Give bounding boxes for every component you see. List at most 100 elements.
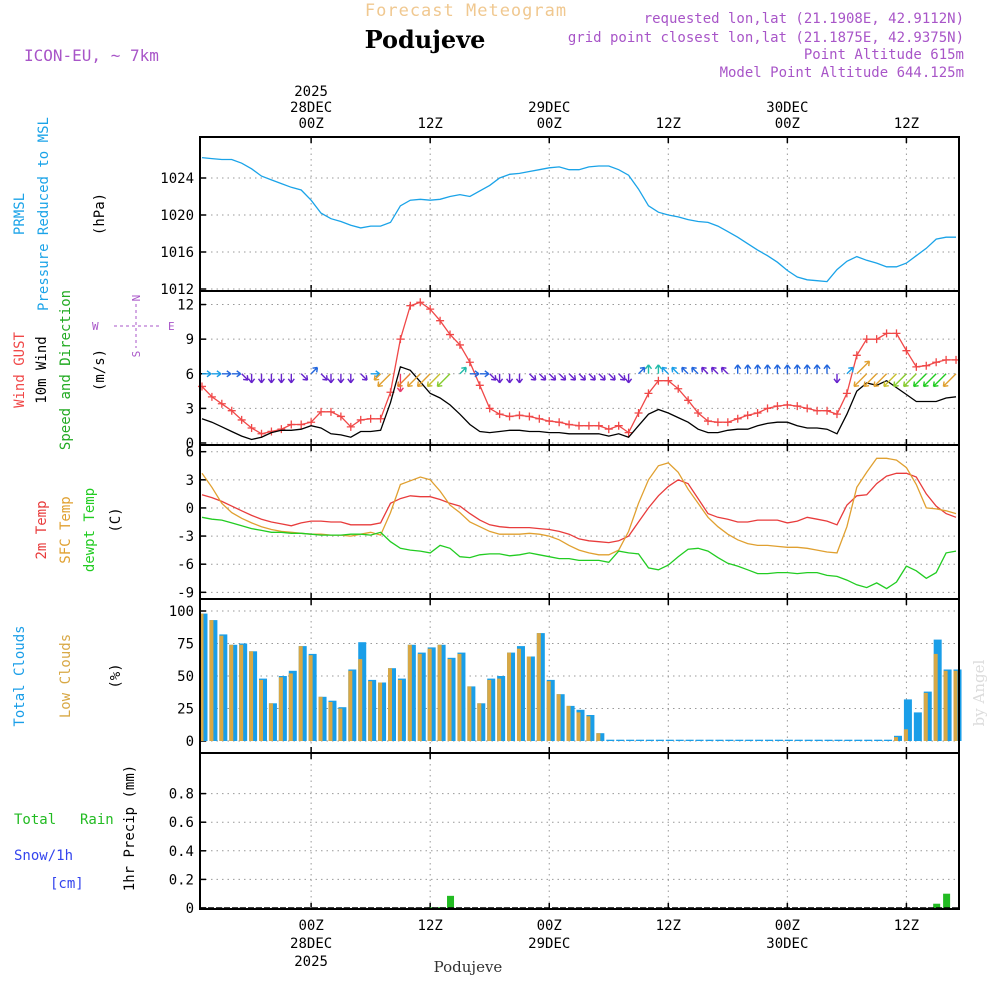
gust-marker [465, 358, 474, 367]
gust-marker [684, 396, 693, 405]
wind-direction-arrow [287, 373, 295, 384]
gust-marker [713, 418, 722, 427]
rain-bar [427, 907, 435, 909]
low-cloud-bar [368, 681, 373, 741]
gust-marker [823, 406, 832, 415]
low-cloud-bar [209, 620, 214, 741]
wind-direction-arrow [734, 364, 742, 374]
precip-panel: 0 0.2 0.4 0.6 0.8 Total Rain Snow/1h [cm] 1h… [14, 752, 960, 917]
wind-unit: (m/s) [92, 349, 108, 391]
total-cloud-bar [655, 739, 664, 741]
gust-marker [654, 376, 663, 385]
wind-direction-arrow [598, 373, 606, 381]
wind-10m-label: 10m Wind [34, 336, 50, 403]
rain-bar [933, 903, 941, 908]
total-cloud-bar [665, 739, 674, 741]
gust-marker [535, 414, 544, 423]
clouds-panel: 0 25 50 75 100 Total Clouds Low Clouds (%) b… [12, 598, 988, 754]
total-cloud-bar [903, 699, 912, 741]
gust-marker [307, 418, 316, 427]
total-cloud-bar [913, 712, 922, 741]
bottom-time-label: 28DEC [290, 936, 332, 952]
low-cloud-bar [487, 679, 492, 741]
total-cloud-bar [864, 739, 873, 741]
gust-marker [336, 412, 345, 421]
bottom-time-label: 29DEC [528, 936, 570, 952]
wind-direction-arrow [327, 373, 335, 384]
bottom-time-label: 12Z [418, 918, 443, 934]
total-cloud-bar [675, 739, 684, 741]
gust-marker [346, 422, 355, 431]
low-cloud-bar [278, 677, 283, 741]
gust-marker [545, 417, 554, 426]
wind-direction-arrow [548, 373, 557, 381]
total-clouds-label: Total Clouds [12, 625, 28, 726]
wind-direction-arrow [691, 366, 699, 375]
wind-direction-arrow [744, 364, 752, 374]
gust-marker [287, 420, 296, 429]
gust-marker [664, 376, 673, 385]
bottom-time-label: 2025 [294, 954, 328, 970]
gust-marker [743, 411, 752, 420]
gust-marker [436, 316, 445, 325]
wind-direction-arrow [248, 373, 256, 384]
wind-direction-arrow [932, 373, 947, 388]
compass-w: W [92, 320, 99, 333]
wind-direction-arrow [846, 366, 854, 375]
wind-direction-arrow [202, 370, 212, 378]
precip-frame [199, 752, 960, 910]
bottom-time-label: 30DEC [766, 936, 808, 952]
ytick-label: 0.8 [169, 787, 194, 803]
wind-direction-arrow [942, 373, 957, 388]
wind-direction-arrow [231, 370, 242, 378]
gust-marker [604, 425, 613, 434]
gust-marker [594, 421, 603, 430]
prmsl-desc-label: Pressure Reduced to MSL [36, 117, 52, 311]
wind-direction-arrow [528, 373, 537, 381]
series-line [201, 365, 957, 441]
wind-direction-arrow [813, 364, 821, 374]
total-cloud-bar [874, 739, 883, 741]
wind-direction-arrow [337, 373, 345, 384]
wind-direction-arrow [588, 373, 596, 381]
wind-direction-arrow [578, 373, 586, 381]
location-title: Podujeve [365, 25, 486, 54]
gust-marker [297, 420, 306, 429]
compass-e: E [168, 320, 175, 333]
gust-marker [862, 335, 871, 344]
wind-direction-arrow [661, 366, 669, 375]
low-cloud-bar [239, 644, 244, 741]
bottom-time-label: 12Z [894, 918, 919, 934]
gust-marker [485, 404, 494, 413]
gust-marker [326, 407, 335, 416]
low-cloud-bar [358, 659, 363, 741]
total-cloud-bar [854, 739, 863, 741]
total-cloud-bar [745, 739, 754, 741]
wind-direction-arrow [320, 373, 328, 381]
low-cloud-bar [348, 670, 353, 741]
grid-point-coords: grid point closest lon,lat (21.1875E, 42… [568, 30, 964, 46]
snow-unit: [cm] [50, 876, 84, 892]
gust-marker [227, 406, 236, 415]
gust-marker [555, 418, 564, 427]
gust-marker [644, 389, 653, 398]
gust-marker [416, 298, 425, 307]
gust-marker [634, 409, 643, 417]
gust-marker [237, 415, 246, 424]
ytick-label: 6 [186, 445, 194, 461]
bottom-location: Podujeve [434, 958, 503, 976]
low-cloud-bar [457, 653, 462, 741]
total-cloud-bar [844, 739, 853, 741]
low-cloud-bar [318, 696, 323, 741]
total-cloud-bar [636, 739, 645, 741]
gust-marker [515, 411, 524, 420]
total-cloud-bar [884, 739, 893, 741]
wind-direction-arrow [436, 373, 451, 388]
total-cloud-bar [715, 739, 724, 741]
total-cloud-bar [765, 739, 774, 741]
wind-direction-arrow [903, 373, 917, 388]
gust-marker [525, 412, 534, 421]
wind-direction-arrow [397, 373, 411, 388]
low-cloud-bar [199, 613, 204, 741]
